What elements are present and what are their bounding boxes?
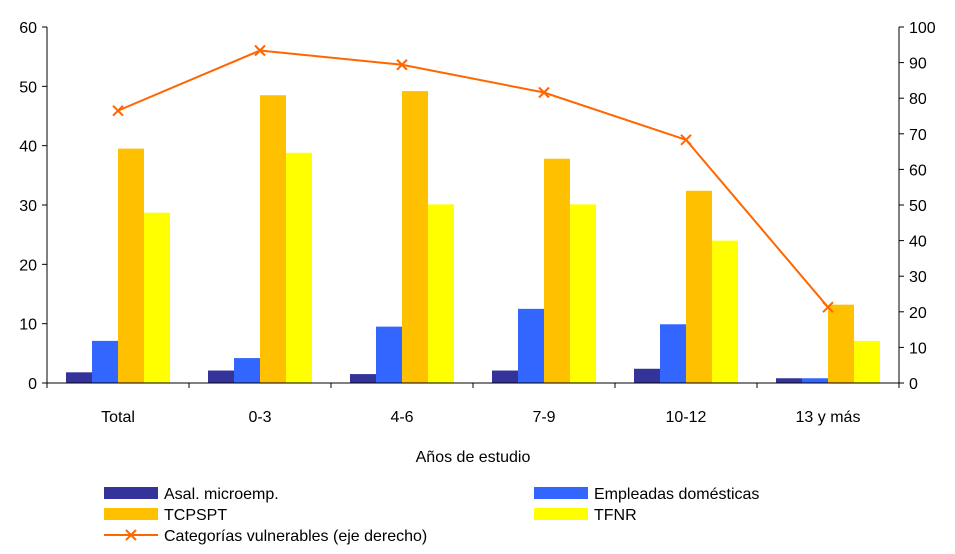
bar-tcpspt	[828, 304, 854, 383]
x-tick-label: 4-6	[390, 409, 413, 426]
right-tick-label: 60	[909, 162, 927, 179]
legend-item: Categorías vulnerables (eje derecho)	[104, 528, 427, 545]
line-point-marker	[822, 301, 834, 313]
right-tick-label: 100	[909, 20, 936, 37]
marker-stroke	[112, 104, 124, 117]
line-point-marker	[396, 59, 408, 71]
legend-label: Categorías vulnerables (eje derecho)	[164, 528, 427, 545]
legend-label: Empleadas domésticas	[594, 486, 759, 503]
marker-stroke	[538, 86, 550, 99]
left-tick-label: 30	[19, 198, 37, 215]
bar-tcpspt	[118, 148, 144, 383]
right-tick-label: 40	[909, 234, 927, 251]
legend: Asal. microemp. Empleadas domésticas TCPSP…	[104, 486, 759, 545]
legend-swatch	[534, 487, 588, 499]
bar-tfnr	[144, 212, 170, 383]
bar-empleadas-dom-sticas	[376, 326, 402, 383]
x-axis-title: Años de estudio	[416, 449, 531, 466]
bar-tcpspt	[402, 91, 428, 383]
x-tick-label: 10-12	[666, 409, 707, 426]
bar-asal-microemp-	[208, 370, 234, 383]
legend-swatch	[534, 508, 588, 520]
bar-tfnr	[854, 340, 880, 383]
bar-empleadas-dom-sticas	[802, 378, 828, 383]
legend-item: TCPSPT	[104, 507, 227, 524]
ticks-layer: 0 10 20 30 40 50 60 0 10 20 30 40 50 60 70 80 90 100 Total…	[19, 20, 936, 426]
bar-empleadas-dom-sticas	[234, 358, 260, 383]
right-tick-label: 90	[909, 56, 927, 73]
bar-tcpspt	[260, 95, 286, 383]
x-tick-label: Total	[101, 409, 135, 426]
marker-stroke	[680, 134, 692, 146]
line-point-marker	[112, 104, 124, 117]
bar-empleadas-dom-sticas	[518, 308, 544, 383]
bar-asal-microemp-	[66, 372, 92, 383]
bar-asal-microemp-	[634, 368, 660, 383]
line-point-marker	[254, 44, 266, 57]
right-tick-label: 20	[909, 305, 927, 322]
legend-label: TCPSPT	[164, 507, 227, 524]
bar-tfnr	[570, 204, 596, 383]
legend-item: Asal. microemp.	[104, 486, 279, 503]
axes-layer	[46, 27, 900, 384]
right-tick-label: 70	[909, 127, 927, 144]
right-tick-label: 10	[909, 340, 927, 357]
line-point-marker	[680, 134, 692, 146]
left-tick-label: 60	[19, 20, 37, 37]
line-series-layer	[112, 44, 834, 313]
right-tick-label: 80	[909, 91, 927, 108]
bar-empleadas-dom-sticas	[660, 324, 686, 383]
x-tick-label: 13 y más	[796, 409, 861, 426]
line-vulnerable-categories	[117, 49, 829, 308]
left-tick-label: 0	[28, 376, 37, 393]
marker-stroke	[396, 59, 408, 71]
bar-asal-microemp-	[492, 370, 518, 383]
bars-layer	[66, 91, 880, 383]
bar-asal-microemp-	[350, 374, 376, 383]
bar-empleadas-dom-sticas	[92, 340, 118, 383]
legend-swatch	[104, 508, 158, 520]
legend-label: TFNR	[594, 507, 637, 524]
left-tick-label: 20	[19, 257, 37, 274]
bar-tfnr	[712, 240, 738, 383]
left-tick-label: 10	[19, 317, 37, 334]
right-tick-label: 0	[909, 376, 918, 393]
marker-stroke	[254, 44, 266, 57]
left-tick-label: 40	[19, 139, 37, 156]
bar-asal-microemp-	[776, 378, 802, 383]
bar-tcpspt	[686, 190, 712, 383]
right-tick-label: 50	[909, 198, 927, 215]
bar-tfnr	[428, 204, 454, 383]
left-tick-label: 50	[19, 79, 37, 96]
line-point-marker	[538, 86, 550, 99]
legend-label: Asal. microemp.	[164, 486, 279, 503]
bar-tfnr	[286, 152, 312, 383]
x-tick-label: 0-3	[248, 409, 271, 426]
right-tick-label: 30	[909, 269, 927, 286]
x-tick-label: 7-9	[532, 409, 555, 426]
legend-marker-stroke	[125, 529, 137, 541]
marker-stroke	[822, 301, 834, 313]
legend-item: Empleadas domésticas	[534, 486, 759, 503]
bar-tcpspt	[544, 158, 570, 383]
legend-item: TFNR	[534, 507, 637, 524]
legend-swatch	[104, 487, 158, 499]
